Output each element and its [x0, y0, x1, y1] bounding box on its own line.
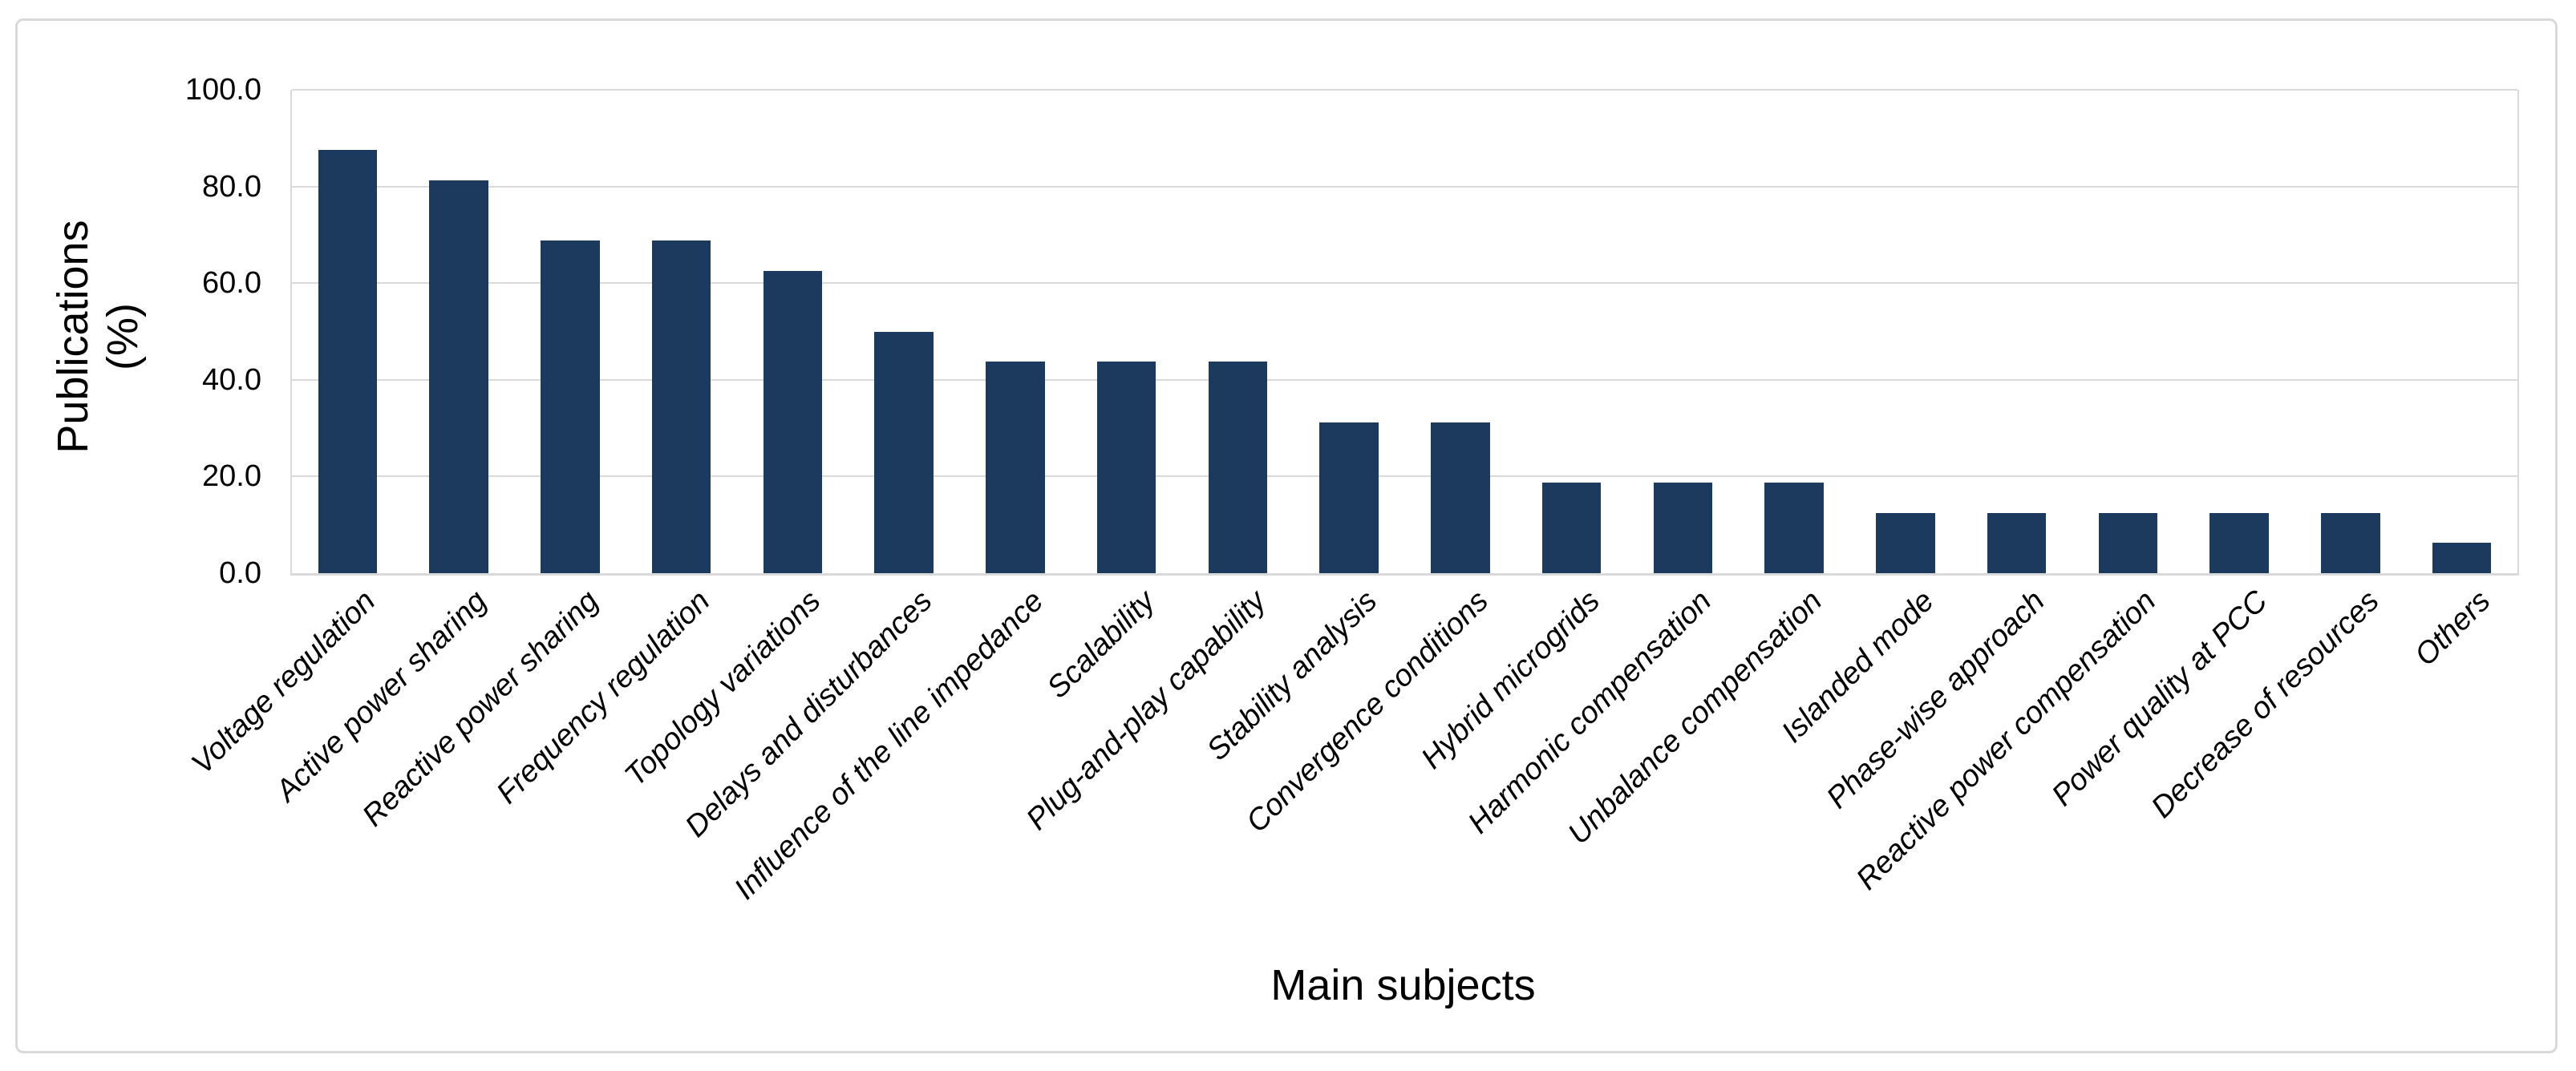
y-tick-label: 100.0 — [184, 73, 261, 107]
x-axis-labels: Voltage regulation Active power sharing Re… — [185, 576, 2516, 944]
gridline — [292, 185, 2517, 188]
bar — [2321, 512, 2380, 573]
bar — [318, 150, 378, 573]
bar — [874, 331, 934, 573]
x-axis-title-row: Main subjects — [290, 960, 2516, 1010]
bar — [1876, 512, 1935, 573]
bar — [2209, 512, 2269, 573]
y-tick-label: 20.0 — [202, 459, 261, 494]
bar — [1208, 362, 1268, 573]
bar — [763, 271, 823, 573]
x-category-label: Power quality at PCC — [2045, 584, 2274, 813]
bar — [1764, 482, 1824, 573]
bar — [429, 180, 488, 573]
bar — [986, 362, 1045, 573]
x-category-label: Topology variations — [618, 584, 828, 793]
bar — [1987, 512, 2047, 573]
bar — [1319, 422, 1379, 573]
y-tick-label: 40.0 — [202, 362, 261, 397]
bar — [651, 240, 711, 573]
x-category-label: Others — [2408, 584, 2497, 673]
y-tick-label: 60.0 — [202, 266, 261, 301]
y-axis-ticks: 100.0 80.0 60.0 40.0 20.0 0.0 — [0, 73, 261, 590]
y-tick-label: 0.0 — [219, 556, 261, 590]
y-tick-label: 80.0 — [202, 169, 261, 204]
bar — [1431, 422, 1490, 573]
gridline — [292, 475, 2517, 478]
gridline — [292, 89, 2517, 91]
x-category-label: Decrease of resources — [2145, 584, 2386, 825]
bar — [2098, 512, 2158, 573]
bar — [1096, 362, 1156, 573]
gridline — [292, 282, 2517, 285]
plot-area — [290, 89, 2519, 576]
bar — [2432, 543, 2492, 573]
x-category-label: Active power sharing — [269, 584, 494, 808]
bar — [541, 240, 600, 573]
x-category-label: Phase-wise approach — [1820, 584, 2052, 815]
bar — [1653, 482, 1713, 573]
x-axis-title: Main subjects — [1270, 961, 1536, 1009]
bar — [1541, 482, 1602, 573]
x-category-label: Frequency regulation — [489, 584, 717, 810]
gridline — [292, 378, 2517, 381]
